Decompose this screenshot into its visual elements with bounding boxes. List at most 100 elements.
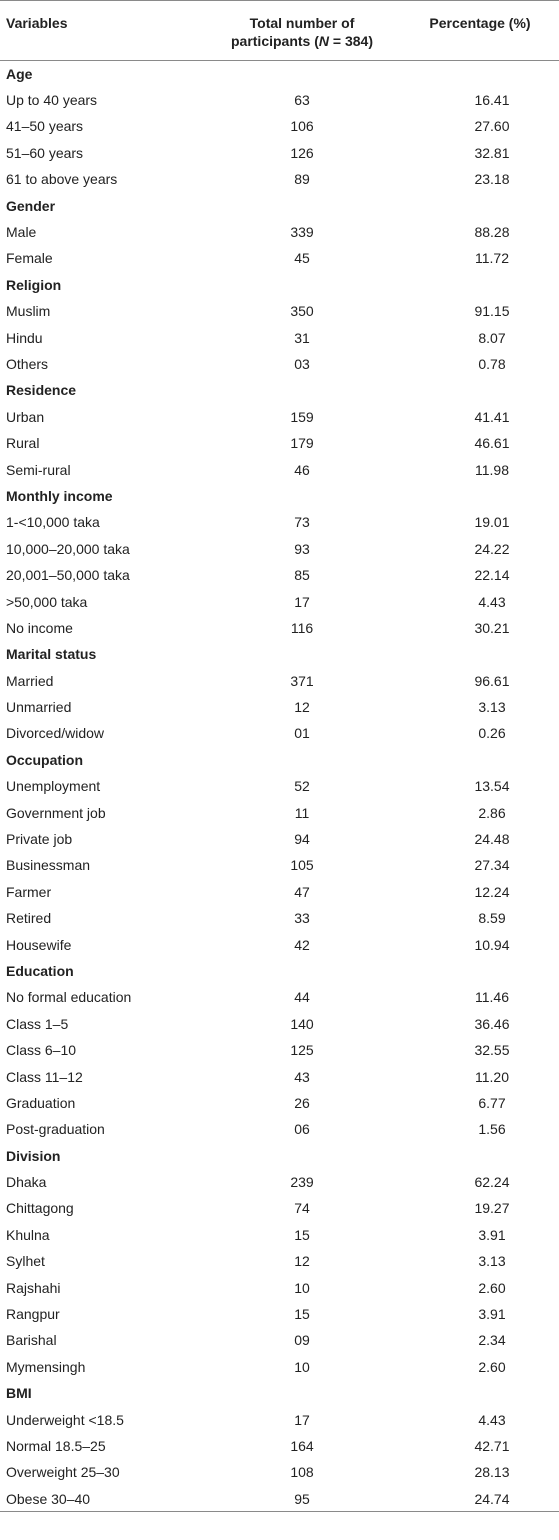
- row-percentage: 24.74: [474, 1490, 510, 1507]
- row-percentage: 24.48: [474, 831, 510, 848]
- row-count: 108: [290, 1464, 314, 1481]
- row-label: Semi-rural: [6, 461, 71, 478]
- table-row: Farmer 47 12.24: [0, 879, 559, 905]
- row-count: 339: [290, 224, 314, 241]
- row-label: >50,000 taka: [6, 593, 88, 610]
- row-label: Post-graduation: [6, 1121, 105, 1138]
- table-row: Urban 159 41.41: [0, 404, 559, 430]
- table-row: 41–50 years 106 27.60: [0, 113, 559, 139]
- row-percentage: 2.60: [478, 1358, 506, 1375]
- section-header-row: BMI: [0, 1380, 559, 1406]
- table-row: Hindu 31 8.07: [0, 324, 559, 350]
- row-percentage: 41.41: [474, 408, 510, 425]
- row-label: Sylhet: [6, 1253, 45, 1270]
- row-label: Unemployment: [6, 778, 101, 795]
- row-count: 06: [294, 1121, 310, 1138]
- row-percentage: 8.07: [478, 329, 506, 346]
- row-label: Government job: [6, 804, 106, 821]
- table-row: Mymensingh 10 2.60: [0, 1354, 559, 1380]
- row-count: 43: [294, 1068, 310, 1085]
- table-row: Barishal 09 2.34: [0, 1327, 559, 1353]
- row-count: 17: [294, 593, 310, 610]
- row-label: 41–50 years: [6, 118, 84, 135]
- table-row: Underweight <18.5 17 4.43: [0, 1406, 559, 1432]
- row-count: 15: [294, 1226, 310, 1243]
- row-count: 63: [294, 92, 310, 109]
- row-percentage: 32.81: [474, 144, 510, 161]
- header-percentage: Percentage (%): [429, 15, 531, 31]
- empty-cell: [203, 1143, 401, 1169]
- header-row: Variables Total number of participants (…: [0, 0, 559, 61]
- table-row: Khulna 15 3.91: [0, 1222, 559, 1248]
- row-count: 15: [294, 1306, 310, 1323]
- row-percentage: 32.55: [474, 1042, 510, 1059]
- row-count: 89: [294, 171, 310, 188]
- table-row: Overweight 25–30 108 28.13: [0, 1459, 559, 1485]
- row-label: Obese 30–40: [6, 1490, 91, 1507]
- row-percentage: 11.72: [475, 250, 509, 267]
- section-header-row: Gender: [0, 192, 559, 218]
- row-count: 74: [294, 1200, 310, 1217]
- row-count: 85: [294, 567, 310, 584]
- table-row: Rangpur 15 3.91: [0, 1301, 559, 1327]
- empty-cell: [401, 641, 559, 667]
- row-label: Rajshahi: [6, 1279, 61, 1296]
- table-row: Dhaka 239 62.24: [0, 1169, 559, 1195]
- row-percentage: 3.13: [478, 1253, 506, 1270]
- row-percentage: 91.15: [474, 303, 510, 320]
- row-count: 350: [290, 303, 314, 320]
- section-header-row: Monthly income: [0, 483, 559, 509]
- empty-cell: [203, 1380, 401, 1406]
- row-label: Class 11–12: [6, 1068, 83, 1085]
- empty-cell: [203, 377, 401, 403]
- empty-cell: [401, 483, 559, 509]
- row-label: Mymensingh: [6, 1358, 86, 1375]
- table-row: 51–60 years 126 32.81: [0, 140, 559, 166]
- table-row: Businessman 105 27.34: [0, 852, 559, 878]
- table-row: 1-<10,000 taka 73 19.01: [0, 509, 559, 535]
- row-count: 03: [294, 355, 310, 372]
- row-count: 239: [290, 1174, 314, 1191]
- table-row: No formal education 44 11.46: [0, 984, 559, 1010]
- row-count: 01: [294, 725, 310, 742]
- row-label: Muslim: [6, 303, 51, 320]
- row-count: 126: [290, 144, 314, 161]
- row-count: 179: [290, 435, 314, 452]
- row-label: Others: [6, 355, 49, 372]
- row-count: 116: [290, 619, 314, 636]
- empty-cell: [203, 192, 401, 218]
- row-percentage: 88.28: [474, 224, 510, 241]
- row-count: 45: [294, 250, 310, 267]
- header-total-n: N: [318, 33, 330, 49]
- row-label: Farmer: [6, 883, 52, 900]
- row-label: Normal 18.5–25: [6, 1438, 106, 1454]
- row-count: 10: [294, 1279, 310, 1296]
- row-percentage: 8.59: [478, 910, 506, 927]
- row-percentage: 2.86: [478, 804, 506, 821]
- row-percentage: 11.46: [475, 989, 509, 1006]
- row-count: 10: [294, 1358, 310, 1375]
- table-row: Sylhet 12 3.13: [0, 1248, 559, 1274]
- row-percentage: 96.61: [474, 672, 510, 689]
- row-percentage: 19.01: [474, 514, 510, 531]
- empty-cell: [401, 958, 559, 984]
- table-row: Class 1–5 140 36.46: [0, 1011, 559, 1037]
- row-label: Overweight 25–30: [6, 1464, 120, 1481]
- row-percentage: 10.94: [474, 936, 510, 953]
- table-row: Up to 40 years 63 16.41: [0, 87, 559, 113]
- row-label: 61 to above years: [6, 171, 118, 188]
- section-header-row: Age: [0, 61, 559, 87]
- row-count: 105: [290, 857, 314, 874]
- section-header-row: Occupation: [0, 747, 559, 773]
- row-percentage: 23.18: [474, 171, 510, 188]
- section-title: Division: [6, 1147, 61, 1164]
- table-row: Housewife 42 10.94: [0, 931, 559, 957]
- empty-cell: [401, 747, 559, 773]
- row-percentage: 62.24: [474, 1174, 510, 1191]
- table-row: Unmarried 12 3.13: [0, 694, 559, 720]
- row-count: 12: [294, 699, 310, 716]
- row-count: 94: [294, 831, 310, 848]
- section-title: Education: [6, 962, 74, 979]
- table-row: 10,000–20,000 taka 93 24.22: [0, 536, 559, 562]
